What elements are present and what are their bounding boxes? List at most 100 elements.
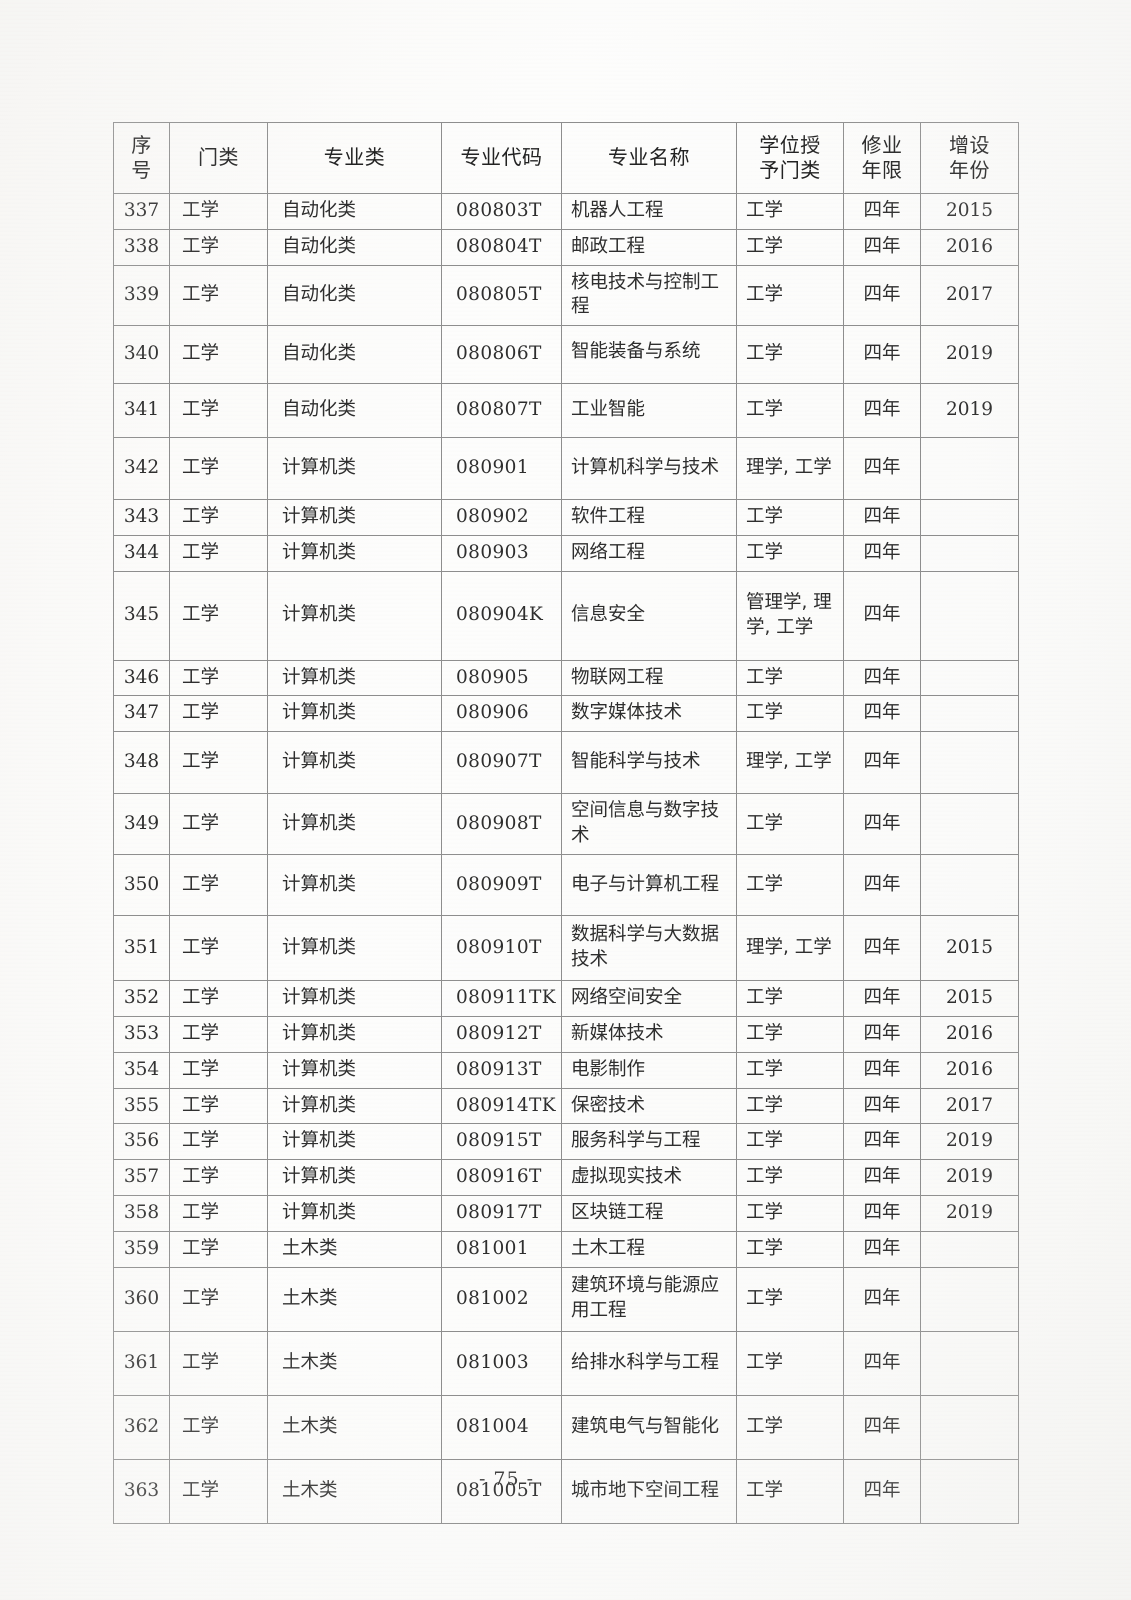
cell-years: 四年 — [843, 793, 921, 856]
cell-text-category: 工学 — [182, 235, 220, 257]
cell-text-seq: 358 — [123, 1201, 160, 1223]
cell-text-category: 工学 — [182, 666, 220, 688]
cell-seq: 361 — [113, 1330, 170, 1396]
cell-added — [920, 854, 1019, 917]
cell-text-code: 080916T — [456, 1166, 542, 1188]
cell-text-seq: 359 — [123, 1237, 160, 1259]
column-header-years: 修业 年限 — [843, 122, 921, 194]
cell-text-added — [921, 513, 1018, 523]
cell-added — [920, 437, 1019, 501]
cell-name: 计算机科学与技术 — [561, 437, 737, 501]
cell-text-added — [921, 880, 1018, 890]
cell-name: 电子与计算机工程 — [561, 854, 737, 917]
cell-text-degree: 工学 — [746, 1166, 784, 1188]
cell-group: 计算机类 — [267, 1016, 442, 1053]
cell-years: 四年 — [843, 1230, 921, 1268]
table-row: 363 工学 土木类 081005T 城市地下空间工程 工学 四年 — [113, 1458, 1019, 1524]
cell-text-added: 2017 — [945, 283, 994, 305]
cell-category: 工学 — [169, 1330, 268, 1396]
table-row: 349 工学 计算机类 080908T 空间信息与数字技术 工学 四年 — [113, 793, 1019, 856]
cell-text-category: 工学 — [182, 1166, 220, 1188]
cell-text-degree: 工学 — [746, 1479, 784, 1501]
cell-text-group: 计算机类 — [282, 873, 357, 895]
cell-text-added — [921, 1294, 1018, 1304]
cell-code: 080901 — [441, 437, 562, 501]
column-header-line: 增设 — [949, 132, 990, 157]
column-header-group: 专业类 — [267, 122, 442, 194]
cell-group: 土木类 — [267, 1266, 442, 1332]
cell-text-category: 工学 — [182, 1201, 220, 1223]
cell-text-added — [921, 819, 1018, 829]
cell-degree: 工学 — [736, 1123, 844, 1161]
cell-added: 2016 — [920, 228, 1019, 266]
cell-code: 080915T — [441, 1123, 562, 1161]
cell-years: 四年 — [843, 228, 921, 266]
cell-text-years: 四年 — [863, 1023, 901, 1045]
cell-text-name: 虚拟现实技术 — [571, 1166, 683, 1188]
cell-text-name: 给排水科学与工程 — [571, 1351, 720, 1373]
cell-text-code: 080910T — [456, 936, 542, 958]
cell-text-category: 工学 — [182, 987, 220, 1009]
cell-text-seq: 351 — [123, 936, 160, 958]
cell-text-group: 计算机类 — [282, 541, 357, 563]
cell-added — [920, 1330, 1019, 1396]
cell-text-degree: 工学 — [746, 235, 784, 257]
cell-years: 四年 — [843, 980, 921, 1018]
cell-group: 计算机类 — [267, 915, 442, 982]
cell-category: 工学 — [169, 264, 268, 327]
cell-text-years: 四年 — [863, 399, 901, 421]
cell-category: 工学 — [169, 228, 268, 266]
cell-text-years: 四年 — [863, 1094, 901, 1116]
table-row: 342 工学 计算机类 080901 计算机科学与技术 理学, 工学 四年 — [113, 437, 1019, 501]
cell-text-seq: 355 — [123, 1094, 160, 1116]
cell-seq: 357 — [113, 1159, 170, 1196]
cell-years: 四年 — [843, 1266, 921, 1332]
cell-text-degree: 工学 — [746, 702, 784, 724]
table-row: 354 工学 计算机类 080913T 电影制作 工学 四年 2016 — [113, 1051, 1019, 1089]
cell-code: 080912T — [441, 1016, 562, 1053]
cell-code: 080908T — [441, 793, 562, 856]
cell-category: 工学 — [169, 325, 268, 385]
cell-text-name: 计算机科学与技术 — [571, 457, 720, 479]
column-header-degree: 学位授 予门类 — [736, 122, 844, 194]
cell-name: 数据科学与大数据技术 — [561, 915, 737, 982]
cell-text-seq: 361 — [123, 1351, 160, 1373]
cell-text-group: 土木类 — [282, 1237, 338, 1259]
cell-text-category: 工学 — [182, 1351, 220, 1373]
cell-text-degree: 工学 — [746, 666, 784, 688]
cell-seq: 341 — [113, 383, 170, 439]
cell-added — [920, 570, 1019, 661]
cell-group: 计算机类 — [267, 1051, 442, 1089]
cell-text-degree: 管理学, 理学, 工学 — [746, 591, 832, 638]
cell-text-added: 2019 — [945, 1201, 994, 1223]
cell-text-degree: 工学 — [746, 1023, 784, 1045]
cell-text-code: 080807T — [456, 399, 542, 421]
cell-seq: 343 — [113, 499, 170, 536]
cell-text-seq: 354 — [123, 1058, 160, 1080]
cell-text-seq: 342 — [123, 457, 160, 479]
cell-code: 081004 — [441, 1394, 562, 1460]
cell-category: 工学 — [169, 1087, 268, 1125]
cell-added: 2015 — [920, 915, 1019, 982]
cell-degree: 工学 — [736, 1394, 844, 1460]
cell-text-category: 工学 — [182, 1023, 220, 1045]
cell-group: 自动化类 — [267, 383, 442, 439]
cell-category: 工学 — [169, 659, 268, 697]
cell-text-code: 080917T — [456, 1201, 542, 1223]
cell-text-code: 080915T — [456, 1130, 542, 1152]
cell-text-years: 四年 — [863, 1351, 901, 1373]
cell-text-category: 工学 — [182, 541, 220, 563]
cell-category: 工学 — [169, 1458, 268, 1524]
cell-code: 080907T — [441, 731, 562, 795]
cell-degree: 工学 — [736, 534, 844, 572]
table-row: 359 工学 土木类 081001 土木工程 工学 四年 — [113, 1230, 1019, 1268]
cell-degree: 工学 — [736, 1230, 844, 1268]
cell-code: 081003 — [441, 1330, 562, 1396]
cell-text-code: 080806T — [456, 343, 542, 365]
cell-category: 工学 — [169, 1266, 268, 1332]
table-row: 337 工学 自动化类 080803T 机器人工程 工学 四年 2015 — [113, 193, 1019, 230]
cell-code: 080805T — [441, 264, 562, 327]
cell-text-degree: 工学 — [746, 1351, 784, 1373]
cell-added: 2015 — [920, 193, 1019, 230]
cell-text-group: 自动化类 — [282, 343, 357, 365]
